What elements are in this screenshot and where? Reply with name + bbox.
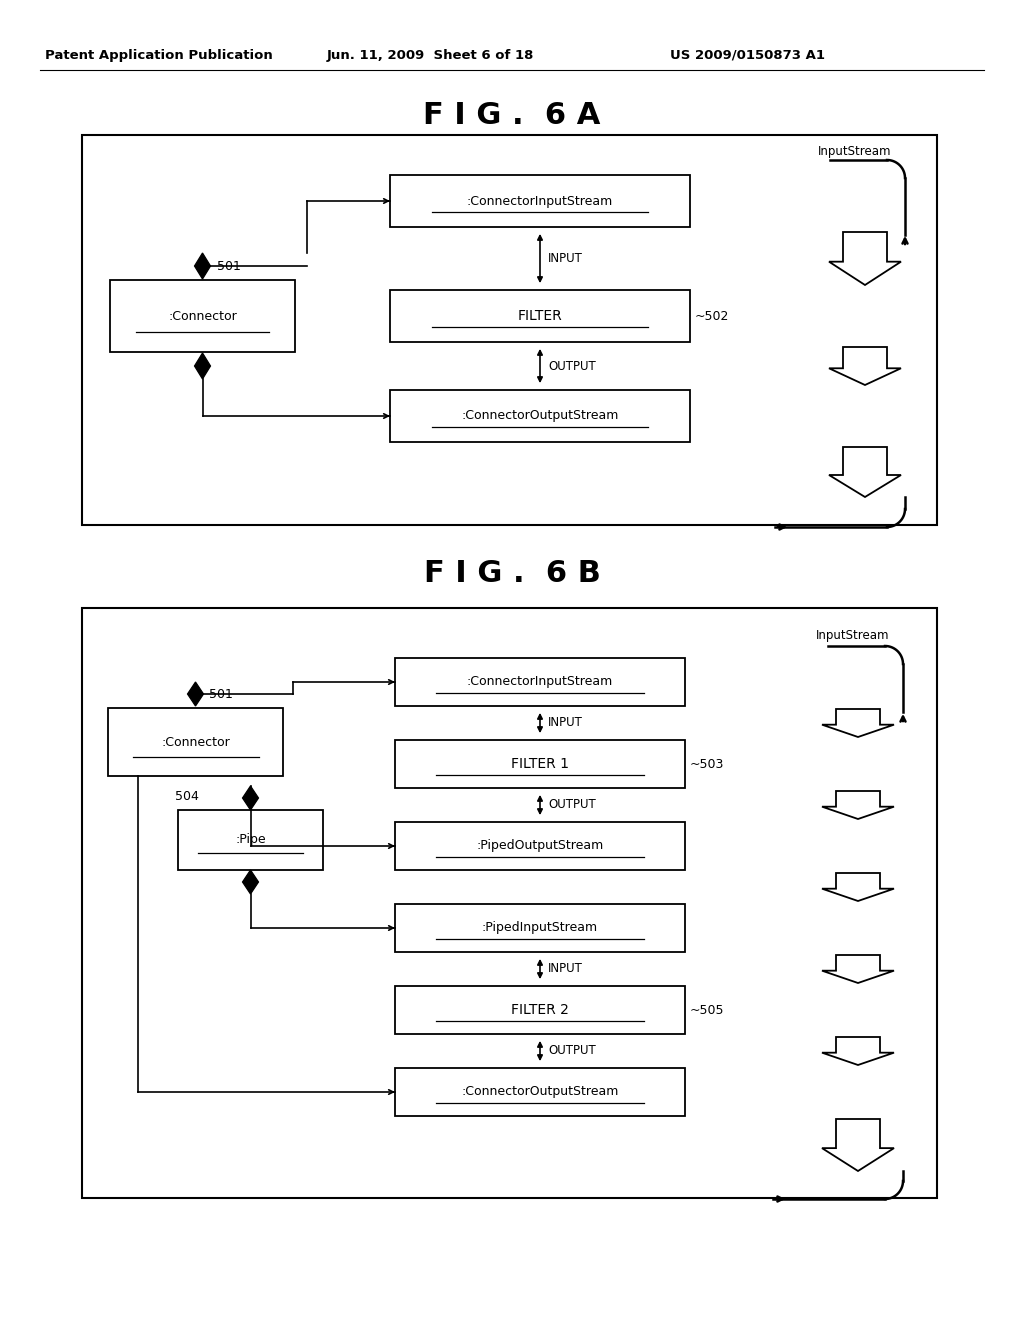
Bar [395,986,685,1034]
Text: 504: 504 [175,789,200,803]
Bar [178,810,323,870]
Bar [390,176,690,227]
Text: :Connector: :Connector [161,735,229,748]
Bar [395,657,685,706]
Text: Jun. 11, 2009  Sheet 6 of 18: Jun. 11, 2009 Sheet 6 of 18 [327,49,534,62]
Text: US 2009/0150873 A1: US 2009/0150873 A1 [670,49,825,62]
Polygon shape [822,1038,894,1065]
Bar [390,290,690,342]
Text: FILTER 2: FILTER 2 [511,1003,569,1016]
Polygon shape [822,954,894,983]
Bar [395,741,685,788]
Text: Patent Application Publication: Patent Application Publication [45,49,272,62]
Text: F I G .  6 A: F I G . 6 A [423,100,601,129]
Text: :PipedInputStream: :PipedInputStream [482,921,598,935]
Text: :ConnectorInputStream: :ConnectorInputStream [467,194,613,207]
Bar [82,135,937,525]
Text: InputStream: InputStream [818,145,892,158]
Text: INPUT: INPUT [548,252,583,265]
Text: 501: 501 [216,260,241,272]
Bar [395,822,685,870]
Text: InputStream: InputStream [816,630,890,643]
Polygon shape [187,682,204,706]
Text: ~503: ~503 [690,758,724,771]
Bar [82,609,937,1199]
Polygon shape [829,347,901,385]
Text: F I G .  6 B: F I G . 6 B [424,558,600,587]
Text: 501: 501 [210,688,233,701]
Bar [395,1068,685,1115]
Text: ~505: ~505 [690,1003,725,1016]
Text: :ConnectorInputStream: :ConnectorInputStream [467,676,613,689]
Text: :ConnectorOutputStream: :ConnectorOutputStream [462,409,618,422]
Polygon shape [195,253,211,279]
Polygon shape [822,873,894,902]
Bar [395,904,685,952]
Polygon shape [822,709,894,737]
Text: :Pipe: :Pipe [236,833,266,846]
Polygon shape [243,870,258,894]
Text: :ConnectorOutputStream: :ConnectorOutputStream [462,1085,618,1098]
Text: FILTER 1: FILTER 1 [511,756,569,771]
Text: INPUT: INPUT [548,717,583,730]
Bar [390,389,690,442]
Polygon shape [822,1119,894,1171]
Polygon shape [243,785,258,810]
Polygon shape [195,352,211,379]
Text: OUTPUT: OUTPUT [548,1044,596,1057]
Bar [110,280,295,352]
Polygon shape [829,447,901,498]
Text: OUTPUT: OUTPUT [548,799,596,812]
Bar [108,708,283,776]
Text: OUTPUT: OUTPUT [548,359,596,372]
Polygon shape [822,791,894,818]
Polygon shape [829,232,901,285]
Text: :Connector: :Connector [168,309,237,322]
Text: :PipedOutputStream: :PipedOutputStream [476,840,603,853]
Text: FILTER: FILTER [517,309,562,323]
Text: ~502: ~502 [695,309,729,322]
Text: INPUT: INPUT [548,962,583,975]
